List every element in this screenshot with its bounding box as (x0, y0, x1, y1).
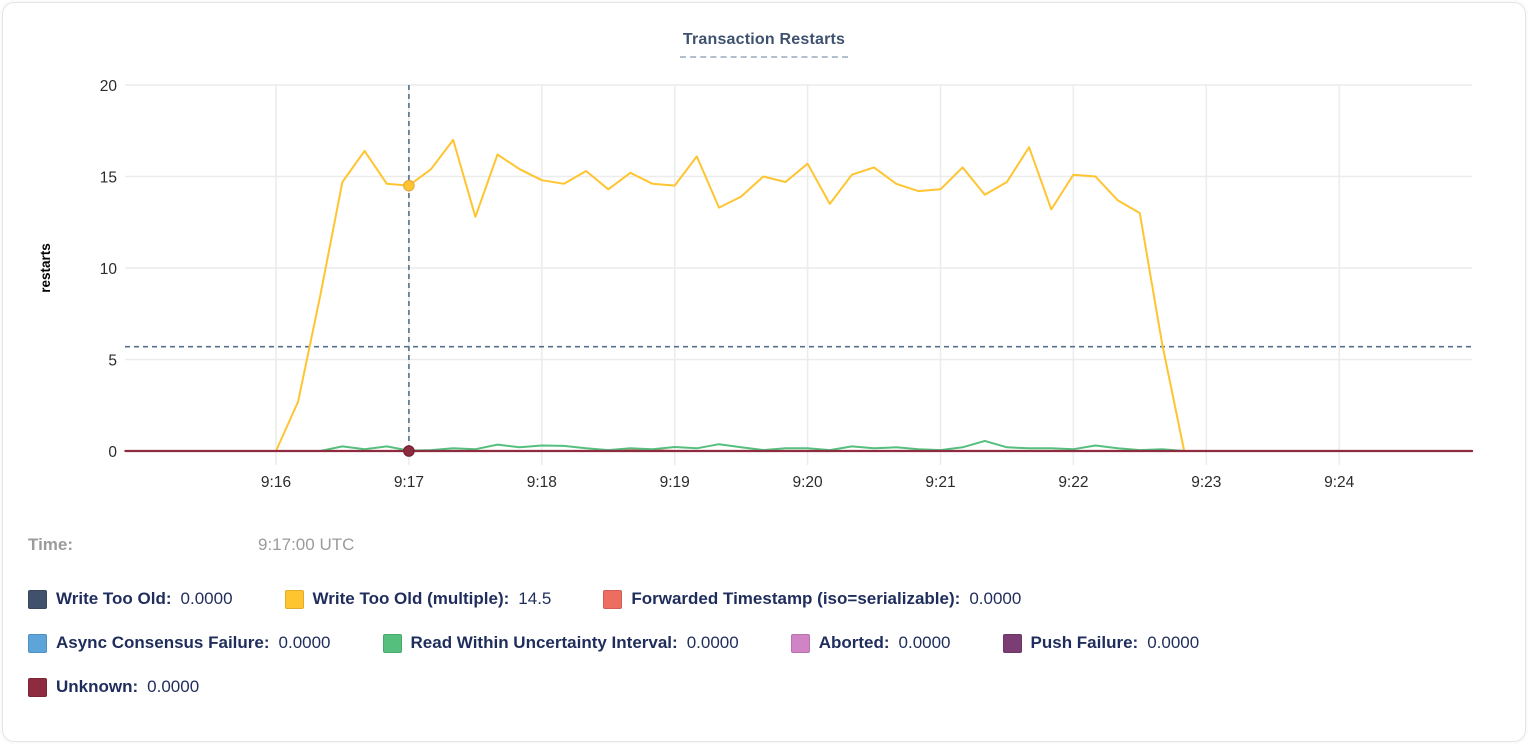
hover-legend: Write Too Old: 0.0000 Write Too Old (multi… (28, 588, 1505, 720)
legend-row: Async Consensus Failure: 0.0000 Read Withi… (28, 632, 1505, 654)
time-value: 9:17:00 UTC (258, 535, 355, 554)
svg-text:9:16: 9:16 (261, 474, 291, 491)
legend-swatch-icon (790, 633, 810, 653)
legend-value: 0.0000 (1147, 633, 1200, 652)
legend-row: Write Too Old: 0.0000 Write Too Old (multi… (28, 588, 1505, 610)
legend-item: Aborted: 0.0000 (790, 633, 951, 653)
legend-swatch-icon (28, 589, 47, 609)
svg-text:9:18: 9:18 (527, 474, 557, 491)
legend-item: Write Too Old: 0.0000 (28, 589, 233, 609)
y-axis-title: restarts (38, 243, 53, 293)
legend-swatch-icon (284, 589, 304, 609)
legend-label: Write Too Old (multiple): (312, 589, 510, 608)
legend-item: Read Within Uncertainty Interval: 0.0000 (382, 633, 739, 653)
svg-text:9:17: 9:17 (394, 474, 424, 491)
svg-text:20: 20 (100, 78, 118, 95)
svg-text:9:22: 9:22 (1058, 474, 1088, 491)
legend-value: 14.5 (518, 589, 552, 608)
legend-item: Unknown: 0.0000 (28, 677, 199, 697)
legend-item: Async Consensus Failure: 0.0000 (28, 633, 331, 653)
svg-text:9:21: 9:21 (925, 474, 955, 491)
svg-text:15: 15 (100, 170, 117, 187)
axis-labels: 0 5 10 15 20 9:16 9:17 9:18 9:19 9:20 9:21 9:22 9:23… (100, 78, 1355, 491)
legend-label: Unknown: (56, 677, 139, 696)
legend-label: Async Consensus Failure: (56, 633, 270, 652)
legend-item: Push Failure: 0.0000 (1002, 633, 1200, 653)
crosshair (125, 85, 1472, 455)
chart-title: Transaction Restarts (679, 31, 849, 58)
legend-label: Forwarded Timestamp (iso=serializable): (631, 589, 961, 608)
series-lines (124, 138, 1474, 453)
hover-time-row: Time: 9:17:00 UTC (28, 535, 354, 555)
time-label: Time: (28, 535, 74, 554)
legend-label: Push Failure: (1030, 633, 1139, 652)
legend-swatch-icon (28, 633, 47, 653)
legend-label: Read Within Uncertainty Interval: (410, 633, 678, 652)
svg-text:9:24: 9:24 (1324, 474, 1355, 491)
svg-text:0: 0 (108, 444, 117, 461)
legend-swatch-icon (1002, 633, 1022, 653)
legend-item: Forwarded Timestamp (iso=serializable): 0… (603, 589, 1021, 609)
legend-swatch-icon (28, 677, 47, 697)
legend-row: Unknown: 0.0000 (28, 676, 1505, 698)
svg-text:10: 10 (100, 261, 118, 278)
svg-text:9:23: 9:23 (1191, 474, 1221, 491)
transaction-restarts-chart[interactable]: 0 5 10 15 20 9:16 9:17 9:18 9:19 9:20 9:21 9:22 9:23… (3, 3, 1526, 515)
legend-swatch-icon (603, 589, 623, 609)
legend-value: 0.0000 (969, 589, 1022, 608)
svg-text:5: 5 (108, 353, 117, 370)
svg-text:9:19: 9:19 (660, 474, 690, 491)
legend-item: Write Too Old (multiple): 14.5 (284, 589, 552, 609)
legend-value: 0.0000 (686, 633, 739, 652)
legend-value: 0.0000 (147, 677, 200, 696)
hover-dots (403, 179, 415, 457)
legend-value: 0.0000 (278, 633, 331, 652)
legend-label: Write Too Old: (56, 589, 172, 608)
legend-label: Aborted: (818, 633, 890, 652)
grid-layer (125, 84, 1472, 465)
chart-title-wrap: Transaction Restarts (3, 31, 1525, 58)
legend-value: 0.0000 (180, 589, 233, 608)
legend-value: 0.0000 (898, 633, 951, 652)
svg-text:9:20: 9:20 (793, 474, 824, 491)
legend-swatch-icon (382, 633, 402, 653)
